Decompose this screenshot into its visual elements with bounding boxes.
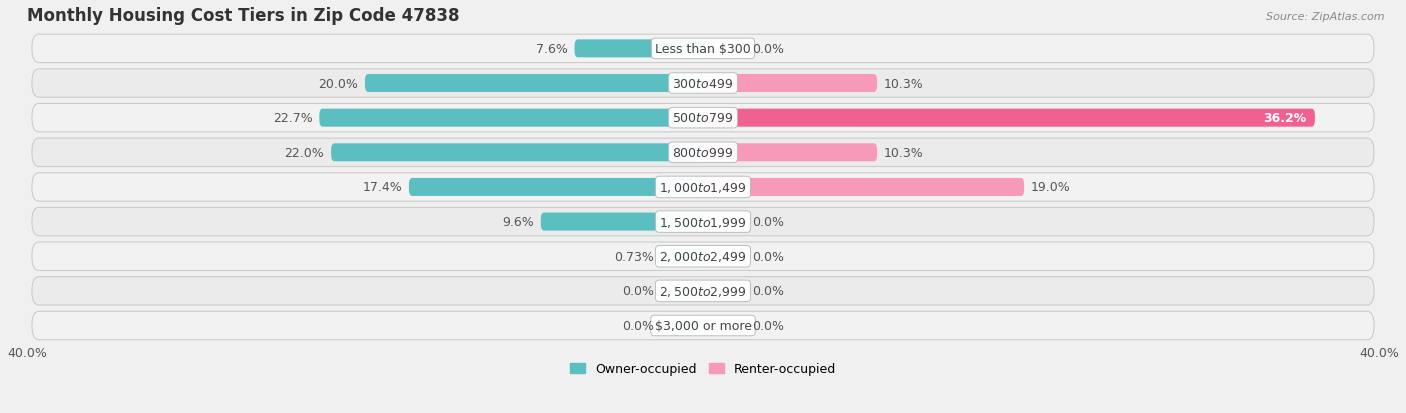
FancyBboxPatch shape [32, 173, 1374, 202]
Text: 10.3%: 10.3% [884, 77, 924, 90]
FancyBboxPatch shape [703, 317, 745, 335]
Text: 0.0%: 0.0% [621, 285, 654, 298]
FancyBboxPatch shape [32, 311, 1374, 340]
FancyBboxPatch shape [32, 70, 1374, 98]
FancyBboxPatch shape [703, 75, 877, 93]
Text: 0.0%: 0.0% [752, 319, 785, 332]
Text: 0.0%: 0.0% [752, 250, 785, 263]
FancyBboxPatch shape [575, 40, 703, 58]
Text: 0.0%: 0.0% [752, 43, 785, 56]
Text: Less than $300: Less than $300 [655, 43, 751, 56]
Text: Monthly Housing Cost Tiers in Zip Code 47838: Monthly Housing Cost Tiers in Zip Code 4… [27, 7, 460, 25]
FancyBboxPatch shape [661, 317, 703, 335]
FancyBboxPatch shape [661, 282, 703, 300]
FancyBboxPatch shape [703, 40, 745, 58]
FancyBboxPatch shape [703, 144, 877, 162]
FancyBboxPatch shape [32, 104, 1374, 133]
Text: 10.3%: 10.3% [884, 147, 924, 159]
Text: 17.4%: 17.4% [363, 181, 402, 194]
Text: 0.0%: 0.0% [752, 285, 785, 298]
FancyBboxPatch shape [32, 242, 1374, 271]
Text: 19.0%: 19.0% [1031, 181, 1070, 194]
Text: $2,000 to $2,499: $2,000 to $2,499 [659, 249, 747, 263]
Text: $2,500 to $2,999: $2,500 to $2,999 [659, 284, 747, 298]
FancyBboxPatch shape [366, 75, 703, 93]
FancyBboxPatch shape [703, 213, 745, 231]
Text: $3,000 or more: $3,000 or more [655, 319, 751, 332]
Text: 9.6%: 9.6% [502, 216, 534, 228]
FancyBboxPatch shape [32, 277, 1374, 305]
FancyBboxPatch shape [32, 35, 1374, 64]
FancyBboxPatch shape [703, 178, 1024, 197]
FancyBboxPatch shape [661, 248, 703, 266]
FancyBboxPatch shape [703, 282, 745, 300]
Text: 22.0%: 22.0% [284, 147, 325, 159]
Text: 36.2%: 36.2% [1263, 112, 1306, 125]
Text: Source: ZipAtlas.com: Source: ZipAtlas.com [1267, 12, 1385, 22]
Text: 0.0%: 0.0% [752, 216, 785, 228]
Text: $300 to $499: $300 to $499 [672, 77, 734, 90]
Text: 7.6%: 7.6% [536, 43, 568, 56]
Legend: Owner-occupied, Renter-occupied: Owner-occupied, Renter-occupied [565, 357, 841, 380]
Text: 0.73%: 0.73% [614, 250, 654, 263]
FancyBboxPatch shape [409, 178, 703, 197]
Text: 22.7%: 22.7% [273, 112, 312, 125]
FancyBboxPatch shape [703, 248, 745, 266]
FancyBboxPatch shape [703, 109, 1315, 127]
Text: $1,000 to $1,499: $1,000 to $1,499 [659, 180, 747, 195]
Text: $1,500 to $1,999: $1,500 to $1,999 [659, 215, 747, 229]
Text: 20.0%: 20.0% [318, 77, 359, 90]
Text: $800 to $999: $800 to $999 [672, 147, 734, 159]
FancyBboxPatch shape [332, 144, 703, 162]
FancyBboxPatch shape [541, 213, 703, 231]
Text: 0.0%: 0.0% [621, 319, 654, 332]
FancyBboxPatch shape [32, 139, 1374, 167]
Text: $500 to $799: $500 to $799 [672, 112, 734, 125]
FancyBboxPatch shape [32, 208, 1374, 236]
FancyBboxPatch shape [319, 109, 703, 127]
